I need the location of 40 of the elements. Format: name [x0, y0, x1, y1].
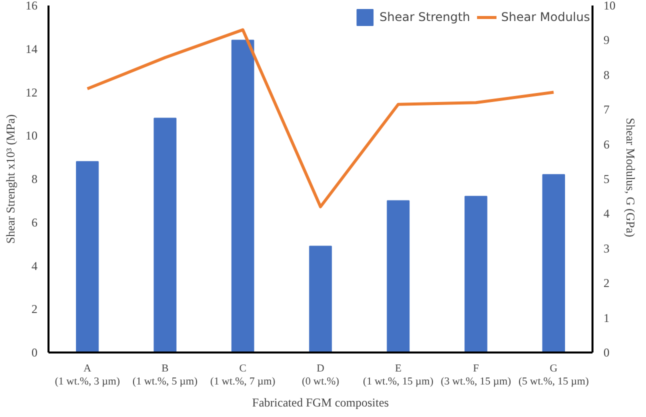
- bar: [231, 40, 254, 352]
- y2-tick-label: 9: [604, 33, 610, 48]
- bar: [386, 200, 410, 352]
- y2-tick-label: 3: [604, 241, 610, 256]
- x-axis-title: Fabricated FGM composites: [252, 396, 390, 410]
- legend-label: Shear Strength: [380, 10, 470, 24]
- y2-tick-label: 8: [604, 68, 610, 82]
- line-series: [86, 28, 556, 208]
- bar: [464, 196, 488, 352]
- legend-label: Shear Modulus: [501, 10, 590, 24]
- x-tick-label: D (0 wt.%): [302, 364, 340, 388]
- y-axis-title: Shear Strenght x10³ (MPa): [4, 114, 18, 244]
- x-tick-label: B (1 wt.%, 5 µm): [132, 364, 198, 388]
- x-tick-label: E (1 wt.%, 15 µm): [363, 364, 434, 388]
- y-tick-label: 0: [32, 346, 38, 360]
- y2-tick-label: 10: [604, 0, 616, 12]
- bar: [309, 246, 332, 352]
- y2-tick-label: 6: [604, 137, 610, 152]
- y2-tick-label: 4: [604, 206, 610, 221]
- y-tick-label: 8: [32, 172, 38, 186]
- bar: [154, 118, 176, 352]
- y-tick-label: 6: [32, 215, 38, 230]
- y-tick-label: 10: [26, 128, 38, 143]
- y-tick-label: 12: [26, 85, 38, 100]
- y2-tick-label: 5: [604, 172, 610, 186]
- x-tick-label: A (1 wt.%, 3 µm): [54, 364, 120, 388]
- y2-tick-label: 7: [604, 102, 610, 117]
- y2-tick-label: 0: [604, 346, 610, 360]
- bar: [542, 174, 566, 352]
- x-tick-label: C (1 wt.%, 7 µm): [210, 364, 276, 388]
- x-tick-label: F (3 wt.%, 15 µm): [440, 364, 512, 388]
- y-tick-label: 2: [32, 302, 38, 316]
- y-tick-label: 16: [26, 0, 38, 12]
- y2-tick-label: 2: [604, 276, 610, 290]
- bar: [76, 161, 99, 352]
- x-tick-label: G (5 wt.%, 15 µm): [518, 364, 590, 388]
- y-tick-label: 14: [26, 42, 38, 56]
- y2-tick-label: 1: [604, 310, 610, 325]
- y-tick-label: 4: [32, 258, 38, 273]
- y2-axis-title: Shear Modulus, G (GPa): [624, 118, 638, 238]
